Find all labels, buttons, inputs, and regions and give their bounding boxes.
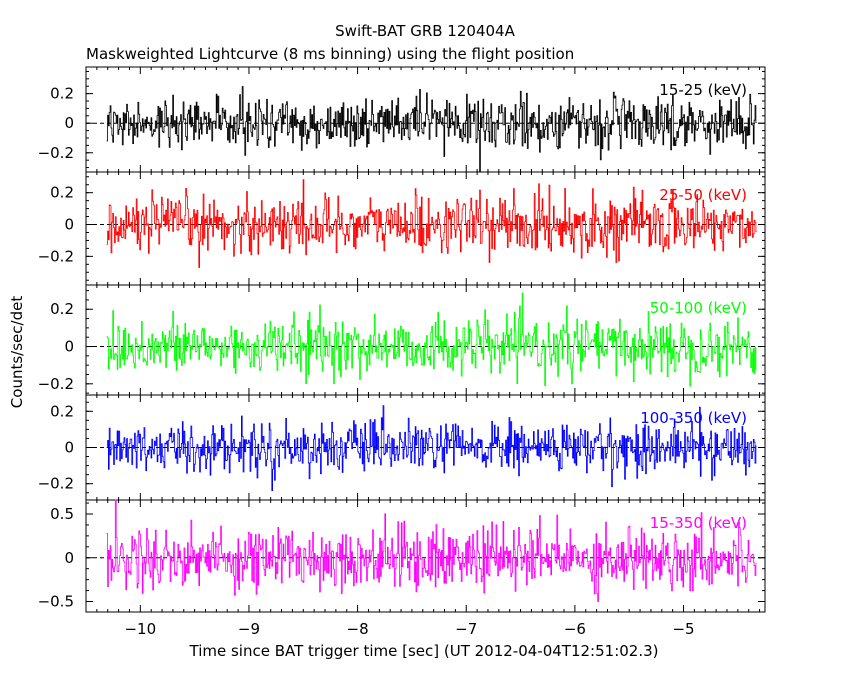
panels-group: 15-25 (keV)−0.200.225-50 (keV)−0.200.250… (38, 66, 766, 613)
y-tick-label: 0 (64, 338, 74, 356)
x-axis-label: Time since BAT trigger time [sec] (UT 20… (189, 642, 659, 660)
x-axis: −10 −9 −8 −7 −6 −5 (124, 620, 694, 638)
band-label-25-50: 25-50 (keV) (659, 186, 747, 204)
panel-50-100: 50-100 (keV) −0.2 0 0.2 (38, 284, 766, 396)
x-tick-label: −8 (347, 620, 369, 638)
y-tick-label: −0.2 (38, 375, 74, 393)
panel-15-350: 15-350 (keV) −0.5 0 0.5 (38, 499, 766, 613)
x-tick-label: −6 (564, 620, 586, 638)
y-tick-label: 0 (64, 439, 74, 457)
x-tick-label: −10 (124, 620, 156, 638)
lightcurve-series-100-350 (106, 405, 757, 491)
y-tick-label: 0 (64, 549, 74, 567)
lightcurve-series-15-350 (106, 499, 757, 602)
y-tick-label: −0.2 (38, 475, 74, 493)
band-label-15-350: 15-350 (keV) (650, 514, 747, 532)
figure-subtitle: Maskweighted Lightcurve (8 ms binning) u… (86, 45, 574, 63)
panel-15-25: 15-25 (keV) −0.2 0 0.2 (38, 66, 766, 173)
band-label-100-350: 100-350 (keV) (640, 409, 747, 427)
y-tick-label: 0 (64, 114, 74, 132)
y-tick-label: 0.2 (50, 85, 74, 103)
x-tick-label: −7 (455, 620, 477, 638)
panel-25-50: 25-50 (keV) −0.2 0 0.2 (38, 171, 766, 286)
y-tick-label: −0.2 (38, 247, 74, 265)
y-tick-label: −0.2 (38, 144, 74, 162)
y-tick-label: 0.2 (50, 402, 74, 420)
panel-100-350: 100-350 (keV) −0.2 0 0.2 (38, 394, 766, 501)
band-label-15-25: 15-25 (keV) (659, 81, 747, 99)
y-tick-label: 0.2 (50, 184, 74, 202)
lightcurve-series-15-25 (106, 86, 757, 173)
y-tick-label: 0.5 (50, 505, 74, 523)
x-tick-label: −5 (672, 620, 694, 638)
panel-frame (85, 499, 766, 613)
y-tick-label: 0.2 (50, 300, 74, 318)
figure-title: Swift-BAT GRB 120404A (335, 22, 515, 40)
x-tick-label: −9 (238, 620, 260, 638)
y-tick-label: −0.5 (38, 593, 74, 611)
band-label-50-100: 50-100 (keV) (650, 299, 747, 317)
y-axis-label: Counts/sec/det (8, 296, 26, 409)
y-tick-label: 0 (64, 216, 74, 234)
lightcurve-series-50-100 (106, 292, 757, 387)
lightcurve-series-25-50 (106, 179, 757, 268)
